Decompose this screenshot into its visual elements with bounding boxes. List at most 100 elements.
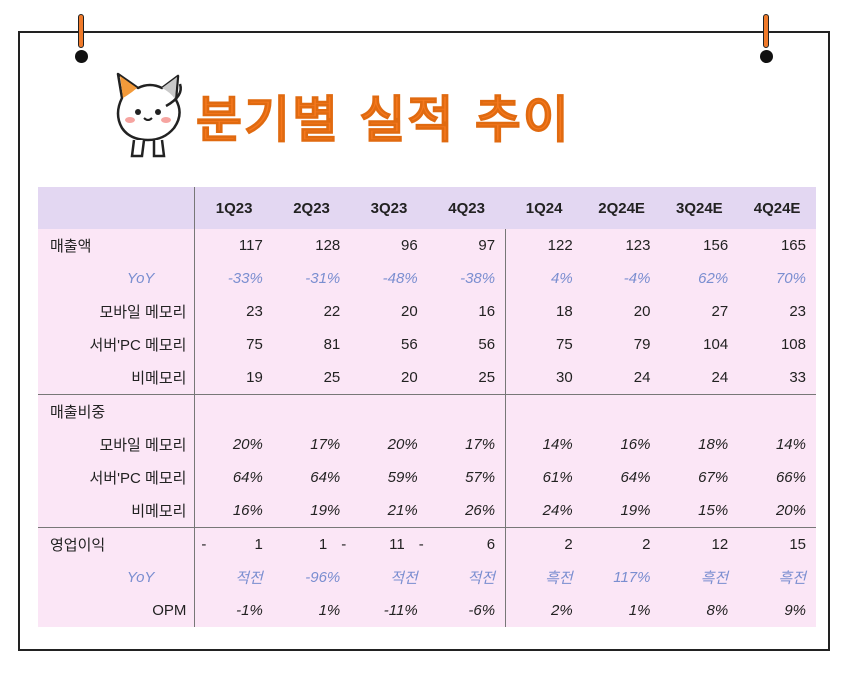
- table-row: 영업이익 -1 1- 11- 6 2 2 12 15: [38, 527, 816, 561]
- cell: 117: [194, 229, 273, 262]
- cell: 12: [660, 527, 739, 561]
- cell: -4%: [582, 262, 661, 295]
- cell: 27: [660, 295, 739, 328]
- table-row: 모바일 메모리 23 22 20 16 18 20 27 23: [38, 295, 816, 328]
- cell: 19%: [272, 494, 351, 528]
- row-label: 서버'PC 메모리: [38, 328, 196, 361]
- cell: 23: [738, 295, 816, 328]
- col-header: 2Q23: [272, 187, 351, 229]
- cell: 4%: [505, 262, 583, 295]
- table-row: 서버'PC 메모리 75 81 56 56 75 79 104 108: [38, 328, 816, 361]
- cell: 25: [272, 361, 351, 395]
- cell: 70%: [738, 262, 816, 295]
- cell: 24: [660, 361, 739, 395]
- cell: 24%: [505, 494, 583, 528]
- cell: 흑전: [660, 561, 739, 594]
- cell: 2%: [505, 594, 583, 627]
- cell: 17%: [272, 428, 351, 461]
- cell: 20%: [194, 428, 273, 461]
- cell: 67%: [660, 461, 739, 494]
- cell: -48%: [350, 262, 428, 295]
- cell: -11%: [350, 594, 428, 627]
- cell: -6%: [427, 594, 507, 627]
- table-row: OPM -1% 1% -11% -6% 2% 1% 8% 9%: [38, 594, 816, 627]
- dash: -: [418, 536, 424, 553]
- cell: 75: [505, 328, 583, 361]
- cell: 20: [350, 295, 428, 328]
- cell: 18: [505, 295, 583, 328]
- col-header: 1Q23: [194, 187, 273, 229]
- cell: 62%: [660, 262, 739, 295]
- row-label: OPM: [38, 594, 196, 627]
- col-header: 3Q24E: [660, 187, 739, 229]
- cell: 104: [660, 328, 739, 361]
- row-label: 모바일 메모리: [38, 428, 196, 461]
- cell: 22: [272, 295, 351, 328]
- col-header: 4Q24E: [738, 187, 816, 229]
- cell: 11-: [350, 527, 428, 561]
- earnings-table: 1Q23 2Q23 3Q23 4Q23 1Q24 2Q24E 3Q24E 4Q2…: [38, 187, 816, 627]
- cell-value: 11: [389, 536, 405, 553]
- cell-value: 1: [254, 536, 263, 553]
- dash: -: [341, 536, 347, 553]
- cell: 14%: [738, 428, 816, 461]
- cell: 적전: [194, 561, 273, 594]
- cell: 128: [272, 229, 351, 262]
- cell: 123: [582, 229, 661, 262]
- cell: 20: [582, 295, 661, 328]
- cell: 8%: [660, 594, 739, 627]
- cell: 81: [272, 328, 351, 361]
- cell: 19: [194, 361, 273, 395]
- cell: 61%: [505, 461, 583, 494]
- cell: 15: [738, 527, 816, 561]
- row-label: 영업이익: [38, 527, 196, 561]
- cell: 79: [582, 328, 661, 361]
- dash: -: [201, 536, 207, 553]
- cell: 18%: [660, 428, 739, 461]
- cell: 16%: [194, 494, 273, 528]
- table-row: YoY 적전 -96% 적전 적전 흑전 117% 흑전 흑전: [38, 561, 816, 594]
- table-row: 비메모리 16% 19% 21% 26% 24% 19% 15% 20%: [38, 494, 816, 528]
- cell: -31%: [272, 262, 351, 295]
- col-header: 4Q23: [427, 187, 506, 229]
- row-label: YoY: [38, 262, 196, 295]
- cell: 97: [427, 229, 507, 262]
- cell: 30: [505, 361, 583, 395]
- cell: 9%: [738, 594, 816, 627]
- cell: 122: [505, 229, 583, 262]
- cell: 96: [350, 229, 428, 262]
- row-label: 매출액: [38, 229, 196, 262]
- cell: 흑전: [738, 561, 816, 594]
- col-header: 3Q23: [350, 187, 428, 229]
- cell: 165: [738, 229, 816, 262]
- cell: 56: [427, 328, 507, 361]
- cell: 2: [582, 527, 661, 561]
- row-label: 비메모리: [38, 494, 196, 528]
- cell: 66%: [738, 461, 816, 494]
- cell: 25: [427, 361, 507, 395]
- table-row: 매출액 117 128 96 97 122 123 156 165: [38, 229, 816, 262]
- table-row: 모바일 메모리 20% 17% 20% 17% 14% 16% 18% 14%: [38, 428, 816, 461]
- cell: 75: [194, 328, 273, 361]
- cell: -96%: [272, 561, 351, 594]
- table-row: YoY -33% -31% -48% -38% 4% -4% 62% 70%: [38, 262, 816, 295]
- table-row: 매출비중: [38, 394, 816, 428]
- cell: 20%: [738, 494, 816, 528]
- col-header: 2Q24E: [582, 187, 661, 229]
- cell: 16%: [582, 428, 661, 461]
- cell: 56: [350, 328, 428, 361]
- cell: 15%: [660, 494, 739, 528]
- cell: 108: [738, 328, 816, 361]
- cell: 1%: [582, 594, 661, 627]
- cell: -38%: [427, 262, 507, 295]
- cell: 2: [505, 527, 583, 561]
- row-label: 모바일 메모리: [38, 295, 196, 328]
- table-row: 서버'PC 메모리 64% 64% 59% 57% 61% 64% 67% 66…: [38, 461, 816, 494]
- cell: 1-: [272, 527, 351, 561]
- cell: 1%: [272, 594, 351, 627]
- col-header: 1Q24: [505, 187, 583, 229]
- header-blank: [38, 187, 196, 229]
- cell: -1%: [194, 594, 273, 627]
- row-label: 매출비중: [38, 394, 196, 428]
- cell: 64%: [582, 461, 661, 494]
